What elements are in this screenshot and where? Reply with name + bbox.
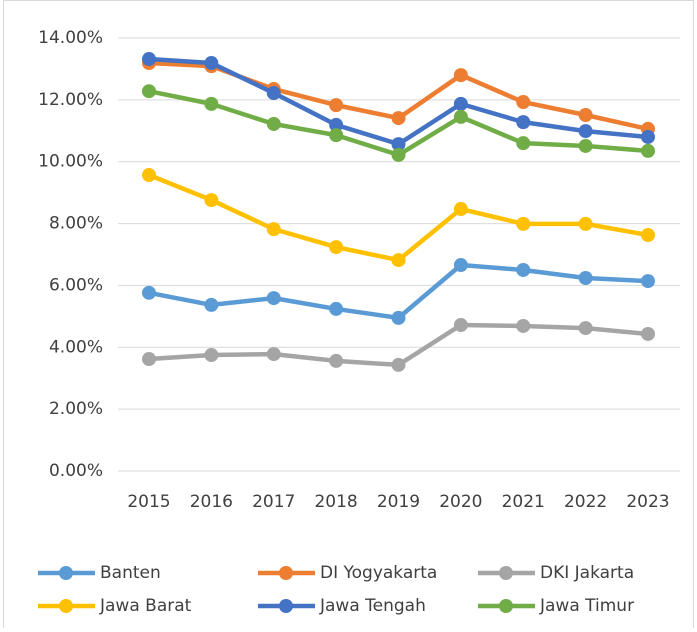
point [641,129,655,144]
y-tick-label: 12.00% [38,90,103,110]
legend-label: Jawa Tengah [319,596,426,616]
legend-marker [59,566,73,580]
point [578,216,593,231]
point [266,116,281,131]
point [266,86,281,101]
y-tick-label: 14.00% [38,28,103,48]
point [142,52,156,67]
point [453,258,468,273]
point [578,321,593,336]
x-tick-label: 2021 [502,492,545,512]
y-tick-label: 6.00% [49,275,103,295]
y-tick-label: 0.00% [49,461,103,481]
legend-label: Banten [100,563,161,583]
legend-marker [499,566,513,580]
point [142,285,156,300]
legend-label: Jawa Barat [99,596,192,616]
x-tick-label: 2015 [127,492,170,512]
point [516,318,531,333]
x-tick-label: 2016 [190,492,233,512]
x-tick-label: 2018 [314,492,357,512]
y-tick-label: 10.00% [38,152,103,172]
legend-label: DI Yogyakarta [320,563,437,583]
legend-marker [499,599,513,613]
point [641,228,655,243]
point [329,301,344,316]
point [453,68,468,83]
legend-marker [279,599,293,613]
y-tick-label: 8.00% [49,214,103,234]
point [641,274,655,289]
point [142,168,156,183]
point [578,138,593,153]
point [142,352,156,367]
point [516,262,531,277]
point [204,297,219,312]
point [516,95,531,110]
point [329,353,344,368]
point [266,347,281,362]
point [329,240,344,255]
point [578,108,593,123]
point [391,137,406,152]
point [391,357,406,372]
point [453,109,468,124]
point [516,115,531,130]
point [204,96,219,111]
chart-border [3,0,694,632]
point [204,56,219,71]
point [266,291,281,306]
point [329,117,344,132]
point [329,128,344,143]
point [516,216,531,231]
legend-marker [279,566,293,580]
point [204,193,219,208]
point [641,143,655,158]
point [391,111,406,126]
x-tick-label: 2023 [626,492,669,512]
legend-label: Jawa Timur [539,596,634,616]
point [641,326,655,341]
x-tick-label: 2022 [564,492,607,512]
point [391,147,406,162]
point [391,253,406,268]
point [453,202,468,217]
legend-label: DKI Jakarta [540,563,634,583]
x-tick-label: 2020 [439,492,482,512]
point [516,136,531,151]
y-tick-label: 2.00% [49,399,103,419]
point [329,98,344,113]
point [391,310,406,325]
point [204,348,219,363]
point [578,124,593,139]
point [266,222,281,237]
y-tick-label: 4.00% [49,337,103,357]
point [142,84,156,99]
legend-marker [59,599,73,613]
point [578,271,593,286]
x-tick-label: 2019 [377,492,420,512]
point [453,318,468,333]
point [453,96,468,111]
x-tick-label: 2017 [252,492,295,512]
